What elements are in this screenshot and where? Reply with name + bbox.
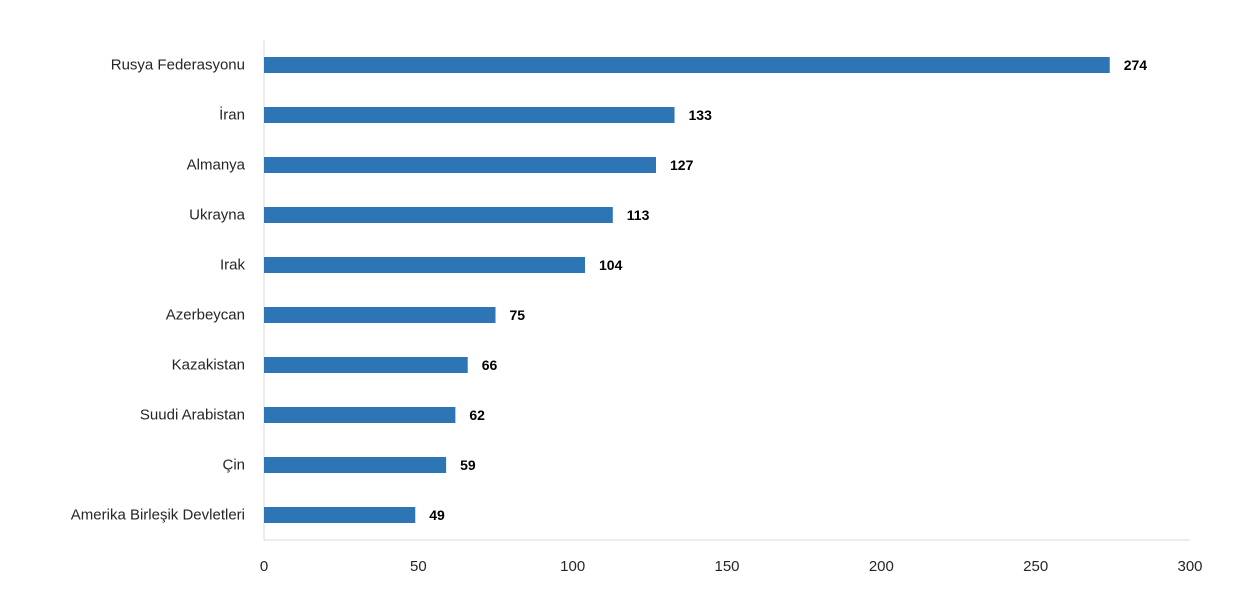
data-label-1: 133: [689, 107, 713, 123]
category-label-1: İran: [219, 106, 245, 124]
category-label-6: Kazakistan: [172, 357, 245, 374]
data-label-8: 59: [460, 457, 476, 473]
category-label-4: Irak: [220, 257, 246, 274]
category-label-0: Rusya Federasyonu: [111, 57, 245, 74]
category-label-8: Çin: [222, 457, 245, 474]
data-label-3: 113: [627, 207, 650, 223]
x-tick-label-5: 250: [1023, 558, 1048, 575]
x-tick-label-0: 0: [260, 558, 268, 575]
value-labels-group: 274 133 127 113 104 75 66 62 59 49: [429, 57, 1147, 523]
data-label-6: 66: [482, 357, 498, 373]
x-tick-label-6: 300: [1177, 558, 1202, 575]
data-label-4: 104: [599, 257, 623, 273]
bar-7: [264, 407, 456, 423]
x-tick-label-2: 100: [560, 558, 585, 575]
x-tick-label-4: 200: [869, 558, 894, 575]
x-tick-label-3: 150: [714, 558, 739, 575]
data-label-0: 274: [1124, 57, 1148, 73]
bar-0: [264, 57, 1110, 73]
category-label-7: Suudi Arabistan: [140, 407, 245, 424]
x-tick-label-1: 50: [410, 558, 427, 575]
bar-4: [264, 257, 586, 273]
category-label-5: Azerbeycan: [166, 307, 245, 324]
bar-8: [264, 457, 447, 473]
category-label-2: Almanya: [187, 157, 246, 174]
bar-2: [264, 157, 657, 173]
bar-6: [264, 357, 468, 373]
category-label-3: Ukrayna: [189, 207, 246, 224]
data-label-7: 62: [469, 407, 485, 423]
data-label-2: 127: [670, 157, 694, 173]
x-tick-labels-group: 0 50 100 150 200 250 300: [260, 558, 1203, 575]
bar-1: [264, 107, 675, 123]
data-label-5: 75: [510, 307, 526, 323]
category-labels-group: Rusya Federasyonu İran Almanya Ukrayna Irak A…: [71, 57, 246, 524]
bar-5: [264, 307, 496, 323]
bar-9: [264, 507, 416, 523]
bars-group: [264, 57, 1110, 523]
data-label-9: 49: [429, 507, 445, 523]
category-label-9: Amerika Birleşik Devletleri: [71, 507, 245, 524]
bar-3: [264, 207, 613, 223]
